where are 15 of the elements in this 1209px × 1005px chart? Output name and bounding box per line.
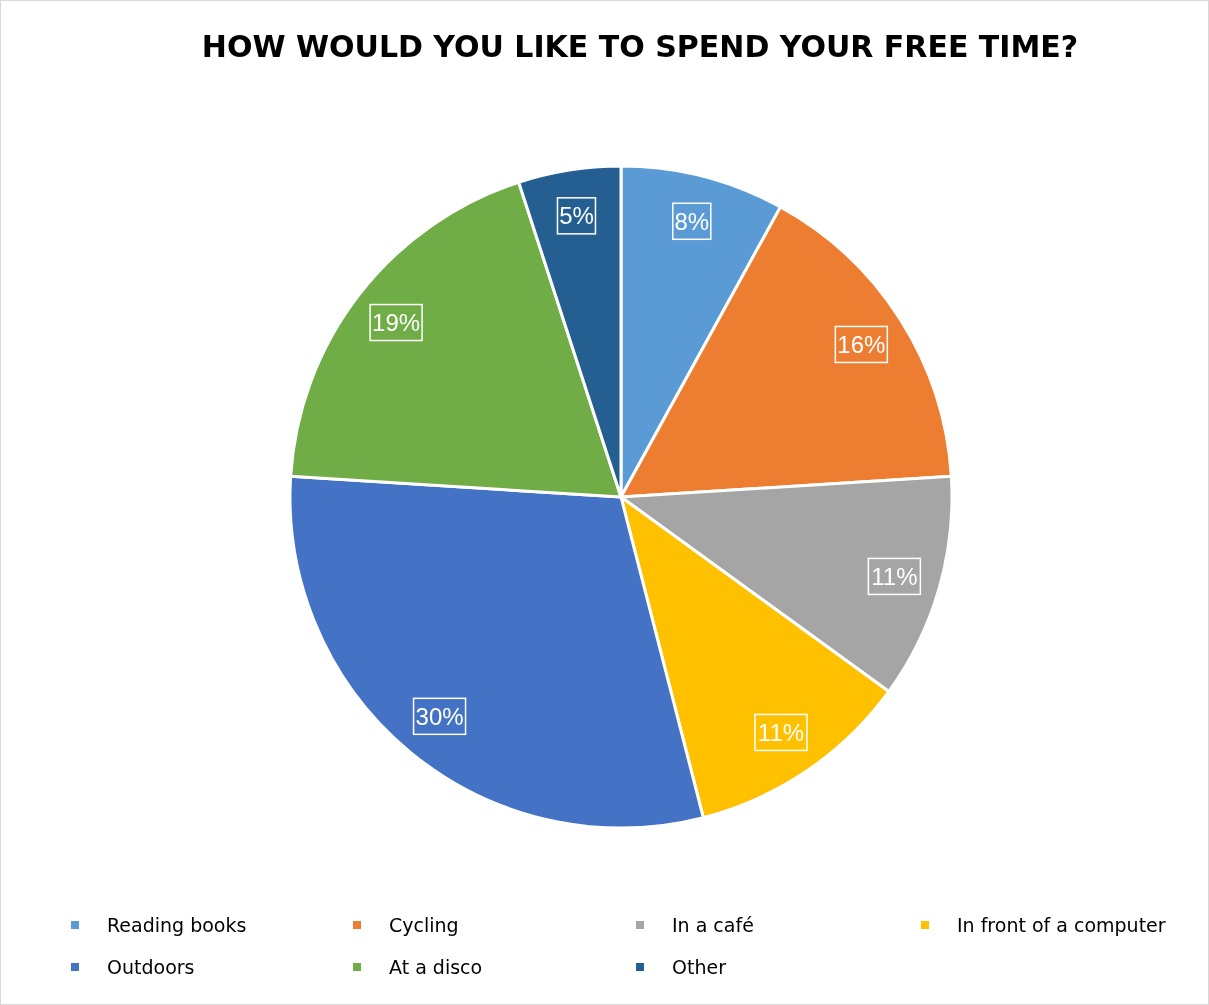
legend-label: In front of a computer: [957, 913, 1166, 936]
legend-label: At a disco: [389, 955, 483, 978]
legend-label: Outdoors: [107, 955, 195, 978]
data-label: 16%: [837, 330, 886, 358]
data-label: 11%: [871, 562, 918, 590]
data-label: 5%: [559, 202, 594, 230]
data-label: 30%: [415, 702, 464, 730]
data-label: 19%: [372, 308, 421, 336]
chart-title: HOW WOULD YOU LIKE TO SPEND YOUR FREE TIME?: [201, 29, 1079, 64]
legend-label: Cycling: [389, 913, 459, 936]
legend-label: In a café: [672, 913, 754, 936]
data-label: 8%: [674, 207, 710, 235]
data-label: 11%: [757, 718, 805, 746]
legend-label: Reading books: [107, 913, 247, 936]
legend-label: Other: [672, 955, 727, 978]
